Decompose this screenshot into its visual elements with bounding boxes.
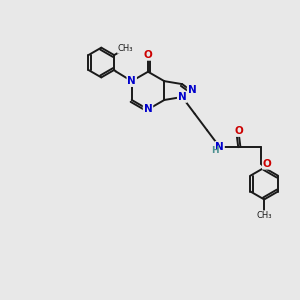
Text: CH₃: CH₃ (256, 211, 272, 220)
Text: N: N (144, 104, 152, 114)
Text: O: O (144, 50, 152, 60)
Text: CH₃: CH₃ (118, 44, 133, 53)
Text: N: N (215, 142, 224, 152)
Text: O: O (234, 126, 243, 136)
Text: H: H (211, 146, 218, 155)
Text: N: N (127, 76, 136, 86)
Text: O: O (263, 159, 272, 169)
Text: N: N (178, 92, 187, 102)
Text: N: N (188, 85, 197, 94)
